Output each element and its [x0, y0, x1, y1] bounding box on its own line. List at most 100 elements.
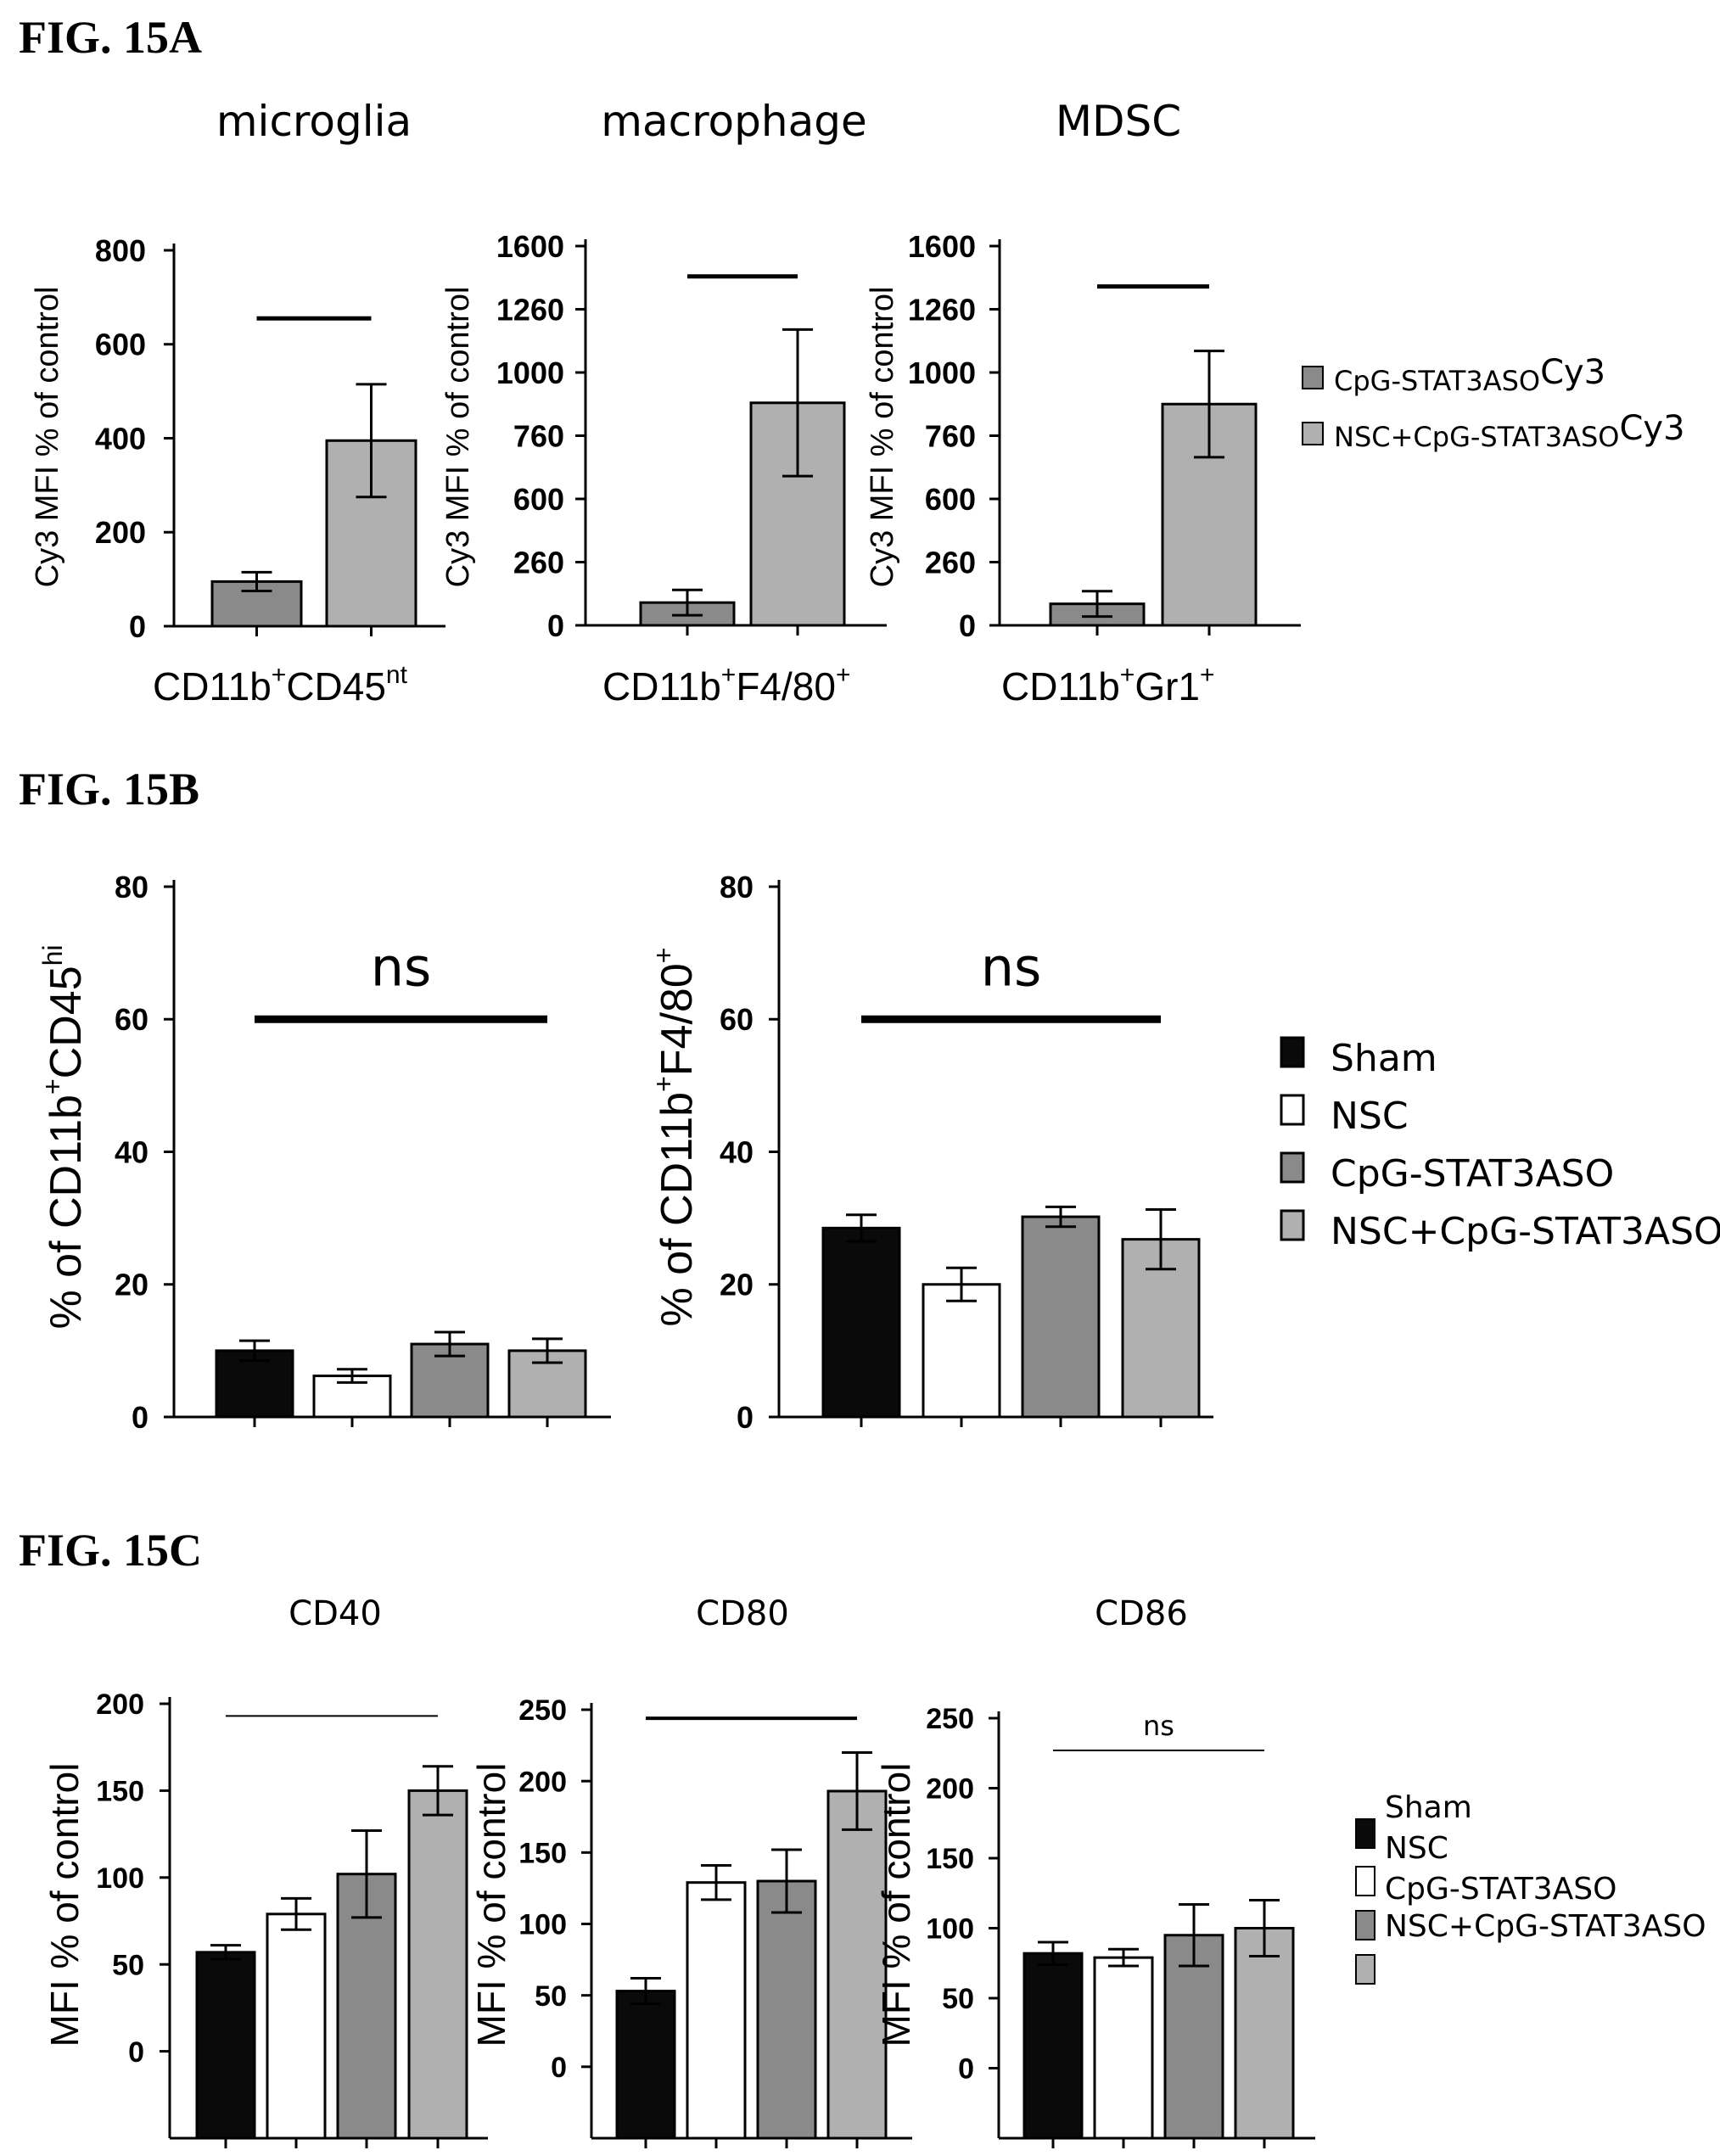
legend-a-item-2-sub: Cy3: [1619, 409, 1684, 448]
y-tick-label: 40: [115, 1134, 148, 1169]
y-axis-label: Cy3 MFI % of control: [440, 287, 476, 588]
legend-c-swatch-4: [1355, 1954, 1375, 1985]
chart-c-cd40: 200 150 100 50 0 MFI % of control: [42, 1688, 488, 2148]
legend-c-swatch-3: [1355, 1910, 1375, 1940]
significance-label: ns: [1143, 1710, 1174, 1742]
y-tick-label: 50: [535, 1980, 567, 2013]
y-tick-label: 760: [925, 418, 976, 453]
chart-a-microglia: 800 600 400 200 0 Cy3 MFI % of control: [30, 233, 445, 644]
legend-a-swatch-2: [1302, 422, 1324, 445]
legend-b-item-3: CpG-STAT3ASO: [1331, 1152, 1614, 1196]
chart-a1-xlabel: CD11b+CD45nt: [153, 661, 408, 708]
bar: [507, 1349, 587, 1419]
xlabel-sup: +: [1120, 661, 1135, 689]
legend-c-swatch-1: [1355, 1818, 1375, 1849]
y-tick-label: 100: [518, 1909, 567, 1941]
xlabel-mid: F4/80: [736, 664, 836, 708]
xlabel-sup: +: [836, 661, 851, 689]
y-tick-label: 150: [96, 1776, 144, 1808]
y-tick-label: 1260: [908, 292, 976, 327]
y-tick-label: 0: [737, 1400, 754, 1435]
y-axis-label: Cy3 MFI % of control: [865, 287, 900, 588]
y-axis-label: Cy3 MFI % of control: [30, 287, 65, 588]
y-tick-label: 150: [926, 1843, 974, 1875]
y-tick-label: 1000: [908, 356, 976, 390]
bar: [756, 1879, 817, 2140]
bar: [1163, 1934, 1224, 2140]
fig-15a-label: FIG. 15A: [19, 12, 202, 63]
y-tick-label: 100: [926, 1913, 974, 1946]
y-tick-label: 0: [129, 609, 146, 644]
y-tick-label: 250: [926, 1703, 974, 1735]
xlabel-mid: CD45: [286, 664, 386, 708]
chart-c-cd86: 250 200 150 100 50 0 MFI % of control ns: [874, 1703, 1315, 2148]
chart-b-f480: 80 60 40 20 0 ns: [720, 870, 1213, 1435]
y-tick-label: 200: [96, 1688, 144, 1721]
y-tick-label: 400: [95, 421, 146, 456]
y-tick-label: 0: [132, 1400, 148, 1435]
ylabel-sup: hi: [37, 944, 68, 966]
ylabel-sup: +: [37, 1078, 68, 1095]
ylabel-mid: F4/80: [653, 963, 702, 1076]
bar: [922, 1283, 1001, 1419]
chart-c2-title: CD80: [696, 1594, 789, 1633]
y-tick-label: 1600: [908, 229, 976, 264]
y-tick-label: 80: [115, 870, 148, 904]
xlabel-main: CD11b: [602, 664, 721, 708]
chart-b-cd45hi: 80 60 40 20 0 ns: [115, 870, 611, 1435]
legend-b: Sham NSC CpG-STAT3ASO NSC+CpG-STAT3ASO: [1280, 1036, 1720, 1253]
y-tick-label: 20: [720, 1268, 754, 1302]
y-tick-label: 60: [115, 1002, 148, 1037]
legend-c-item-1: Sham: [1385, 1790, 1472, 1825]
legend-b-swatch-2: [1280, 1094, 1305, 1126]
legend-a: CpG-STAT3ASOCy3 NSC+CpG-STAT3ASOCy3: [1302, 353, 1685, 453]
ylabel-mid: CD45: [42, 966, 91, 1078]
y-tick-label: 0: [959, 608, 976, 643]
y-tick-label: 1600: [496, 229, 564, 264]
xlabel-main: CD11b: [153, 664, 272, 708]
legend-b-swatch-4: [1280, 1209, 1305, 1241]
y-axis-label: MFI % of control: [42, 1763, 87, 2047]
xlabel-sup: +: [272, 661, 287, 689]
legend-a-item-1-main: CpG-STAT3ASO: [1334, 365, 1540, 397]
legend-c-swatch-2: [1355, 1866, 1375, 1896]
legend-a-item-2-main: NSC+CpG-STAT3ASO: [1334, 421, 1619, 453]
ylabel-main: % of CD11b: [653, 1092, 702, 1327]
y-tick-label: 50: [942, 1983, 974, 2015]
significance-label: ns: [371, 936, 432, 998]
ylabel-sup: +: [648, 1076, 679, 1092]
y-tick-label: 50: [112, 1949, 144, 1981]
y-tick-label: 40: [720, 1134, 754, 1169]
chart-a-mdsc: 1600 1260 1000 760 600 260 0 Cy3 MFI % of contr…: [865, 229, 1301, 643]
legend-b-swatch-1: [1280, 1036, 1305, 1068]
legend-c: Sham NSC CpG-STAT3ASO NSC+CpG-STAT3ASO: [1355, 1790, 1706, 1985]
y-tick-label: 100: [96, 1862, 144, 1895]
legend-c-item-4: NSC+CpG-STAT3ASO: [1385, 1909, 1706, 1944]
y-tick-label: 200: [518, 1766, 567, 1798]
y-tick-label: 20: [115, 1268, 148, 1302]
bar: [195, 1951, 256, 2140]
legend-a-item-2: NSC+CpG-STAT3ASOCy3: [1334, 409, 1685, 453]
chart-a-macrophage: 1600 1260 1000 760 600 260 0 Cy3 MFI % of contr…: [440, 229, 887, 643]
chart-b1-ylabel: % of CD11b+CD45hi: [37, 944, 91, 1329]
chart-c-cd80: 250 200 150 100 50 0 MFI % of control: [469, 1694, 912, 2148]
legend-b-item-1: Sham: [1331, 1037, 1437, 1080]
legend-b-item-4: NSC+CpG-STAT3ASO: [1331, 1210, 1720, 1253]
y-tick-label: 200: [95, 515, 146, 550]
bar: [686, 1881, 747, 2140]
legend-c-item-3: CpG-STAT3ASO: [1385, 1872, 1616, 1907]
y-tick-label: 60: [720, 1002, 754, 1037]
bar: [266, 1912, 327, 2140]
chart-a2-xlabel: CD11b+F4/80+: [602, 661, 850, 708]
bar: [615, 1990, 676, 2140]
y-tick-label: 800: [95, 233, 146, 268]
bar: [1234, 1927, 1295, 2140]
legend-b-swatch-3: [1280, 1151, 1305, 1184]
xlabel-sup: +: [721, 661, 737, 689]
y-tick-label: 760: [513, 418, 564, 453]
y-tick-label: 260: [925, 545, 976, 580]
y-tick-label: 200: [926, 1773, 974, 1806]
legend-a-swatch-1: [1302, 366, 1324, 389]
legend-a-item-1-sub: Cy3: [1540, 353, 1605, 392]
